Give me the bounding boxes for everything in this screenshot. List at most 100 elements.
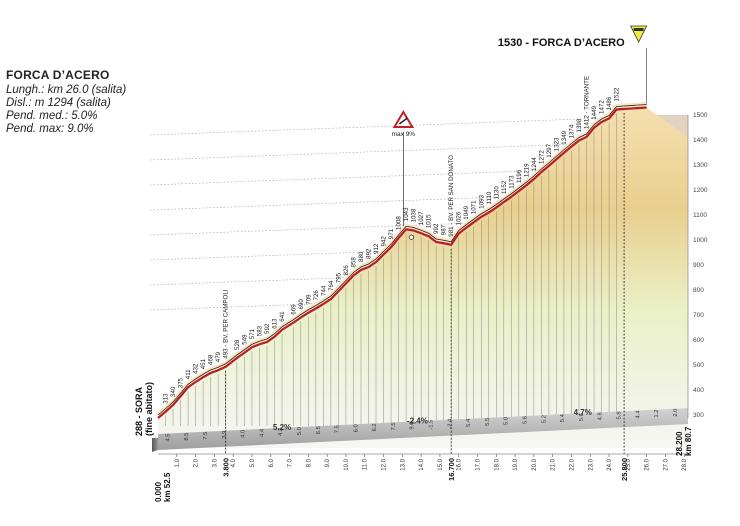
point-label: 583 bbox=[256, 325, 263, 336]
km-start-sub: km 52.5 bbox=[163, 472, 172, 502]
alt-tick-label: 800 bbox=[693, 287, 704, 294]
section-grade: 4.7% bbox=[574, 408, 592, 417]
point-label: 1374 bbox=[568, 124, 575, 138]
alt-tick-label: 1300 bbox=[693, 162, 708, 169]
base-side bbox=[152, 438, 158, 452]
segment-grade: 3.9 bbox=[222, 431, 228, 439]
segment-grade: 5.0 bbox=[297, 427, 303, 435]
point-label: 641 bbox=[279, 311, 286, 322]
segment-grade: 6.2 bbox=[372, 423, 378, 431]
point-label: 493 - BV. PER CAMPOLI bbox=[223, 289, 230, 359]
km-tick-label: 11.0 bbox=[363, 458, 369, 470]
point-label: 1244 bbox=[531, 157, 538, 171]
point-label: 1008 bbox=[396, 216, 403, 230]
km-tick-label: 6.0 bbox=[269, 458, 275, 467]
km-tick-label: 13.0 bbox=[400, 458, 406, 470]
segment-grade: 5.4 bbox=[466, 418, 472, 427]
alt-tick-label: 400 bbox=[693, 387, 704, 394]
km-end-label: 28.200 bbox=[675, 431, 684, 456]
km-tick-label: 1.0 bbox=[175, 458, 181, 467]
point-label: 1398 bbox=[576, 118, 583, 132]
km-tick-label: 19.0 bbox=[513, 458, 519, 470]
point-label: 1412 - TORNANTE bbox=[584, 76, 591, 129]
point-label: 892 bbox=[365, 248, 372, 259]
km-tick-label: 12.0 bbox=[382, 458, 388, 470]
point-label: 1323 bbox=[553, 137, 560, 151]
point-label: 858 bbox=[350, 257, 357, 268]
alt-tick-label: 700 bbox=[693, 312, 704, 319]
km-tick-label: 28.0 bbox=[682, 458, 688, 470]
point-label: 880 bbox=[358, 251, 365, 262]
point-label: 912 bbox=[373, 243, 380, 254]
alt-tick-label: 300 bbox=[693, 412, 704, 419]
point-label: 375 bbox=[178, 377, 185, 388]
climb-name: FORCA D’ACERO bbox=[6, 68, 110, 82]
segment-grade: 4.0 bbox=[241, 430, 247, 438]
alt-tick-label: 1200 bbox=[693, 187, 708, 194]
summit-label: 1530 - FORCA D’ACERO bbox=[498, 37, 625, 49]
ground-area bbox=[158, 107, 688, 448]
km-tick-label: 10.0 bbox=[344, 458, 350, 470]
segment-grade: -1.5 bbox=[429, 420, 435, 430]
segment-grade: 9.0 bbox=[410, 422, 416, 430]
segment-grade: 5.6 bbox=[522, 416, 528, 424]
waypoint-label: 25.800 bbox=[620, 458, 629, 481]
km-tick-label: 7.0 bbox=[288, 458, 294, 467]
point-label: 411 bbox=[185, 369, 192, 379]
point-label: 549 bbox=[241, 334, 248, 345]
point-label: 942 bbox=[381, 236, 388, 247]
point-label: 1043 bbox=[403, 207, 410, 221]
point-label: 690 bbox=[298, 299, 305, 310]
km-tick-label: 18.0 bbox=[494, 458, 500, 470]
km-tick-label: 20.0 bbox=[532, 458, 538, 470]
road-line bbox=[156, 102, 647, 419]
base-strip bbox=[152, 408, 688, 452]
point-label: 1110 bbox=[486, 191, 493, 204]
point-label: 1130 bbox=[493, 186, 500, 200]
segment-grade: 2.0 bbox=[673, 409, 679, 417]
alt-tick-label: 1000 bbox=[693, 237, 708, 244]
point-label: 592 bbox=[264, 323, 271, 334]
segment-grade-labels: 4.5 8.5 7.5 3.9 4.0 4.4 4.2 5.0 6.5 7.5 6.0 6.2 7.5 9… bbox=[165, 408, 678, 441]
point-label: 1071 bbox=[471, 200, 478, 214]
km-tick-label: 21.0 bbox=[551, 458, 557, 470]
climb-length: Lungh.: km 26.0 (salita) bbox=[6, 84, 127, 96]
point-label: 1152 bbox=[501, 180, 508, 194]
section-grade: 5.2% bbox=[273, 423, 291, 432]
km-tick-label: 2.0 bbox=[194, 458, 200, 467]
point-label: 1049 bbox=[463, 205, 470, 219]
km-tick-label: 22.0 bbox=[569, 458, 575, 470]
km-tick-label: 25.0 bbox=[626, 458, 632, 470]
point-label: 1297 bbox=[546, 143, 553, 157]
segment-grade: 4.5 bbox=[165, 434, 171, 442]
start-label: 288 - SORA bbox=[134, 386, 144, 436]
segment-grade: 5.6 bbox=[579, 413, 585, 421]
segment-grade: 4.4 bbox=[259, 428, 265, 437]
km-tick-label: 3.0 bbox=[212, 458, 218, 467]
ground-fill bbox=[158, 107, 688, 448]
point-label: 1472 bbox=[599, 100, 606, 114]
point-label: 479 bbox=[215, 351, 222, 362]
point-label: 726 bbox=[313, 290, 320, 301]
steep-warning-glyph bbox=[398, 117, 408, 125]
km-tick-label: 23.0 bbox=[588, 458, 594, 470]
section-grade: -2.4% bbox=[407, 416, 428, 425]
max-grade-label: max 9% bbox=[392, 131, 416, 138]
point-label: 981 - BV. PER SAN DONATO bbox=[448, 155, 455, 237]
alt-tick-label: 900 bbox=[693, 262, 704, 269]
km-tick-label: 17.0 bbox=[476, 458, 482, 470]
point-label: 340 bbox=[170, 386, 177, 397]
km-end-sub: km 80.7 bbox=[684, 426, 693, 456]
alt-tick-label: 1100 bbox=[693, 212, 707, 219]
segment-grade: 4.4 bbox=[635, 410, 641, 419]
point-label: 1173 bbox=[508, 175, 515, 189]
segment-grade: 4.2 bbox=[278, 428, 284, 436]
point-label: 669 bbox=[290, 304, 297, 315]
point-label: 709 bbox=[305, 294, 312, 305]
point-label: 1449 bbox=[591, 105, 598, 119]
markers: 3.800 16.700 25.800 288 - SORA (fine abitato… bbox=[134, 25, 648, 481]
km-tick-label: 15.0 bbox=[438, 458, 444, 470]
point-label: 528 bbox=[234, 339, 241, 350]
km-tick-label: 4.0 bbox=[231, 458, 237, 467]
